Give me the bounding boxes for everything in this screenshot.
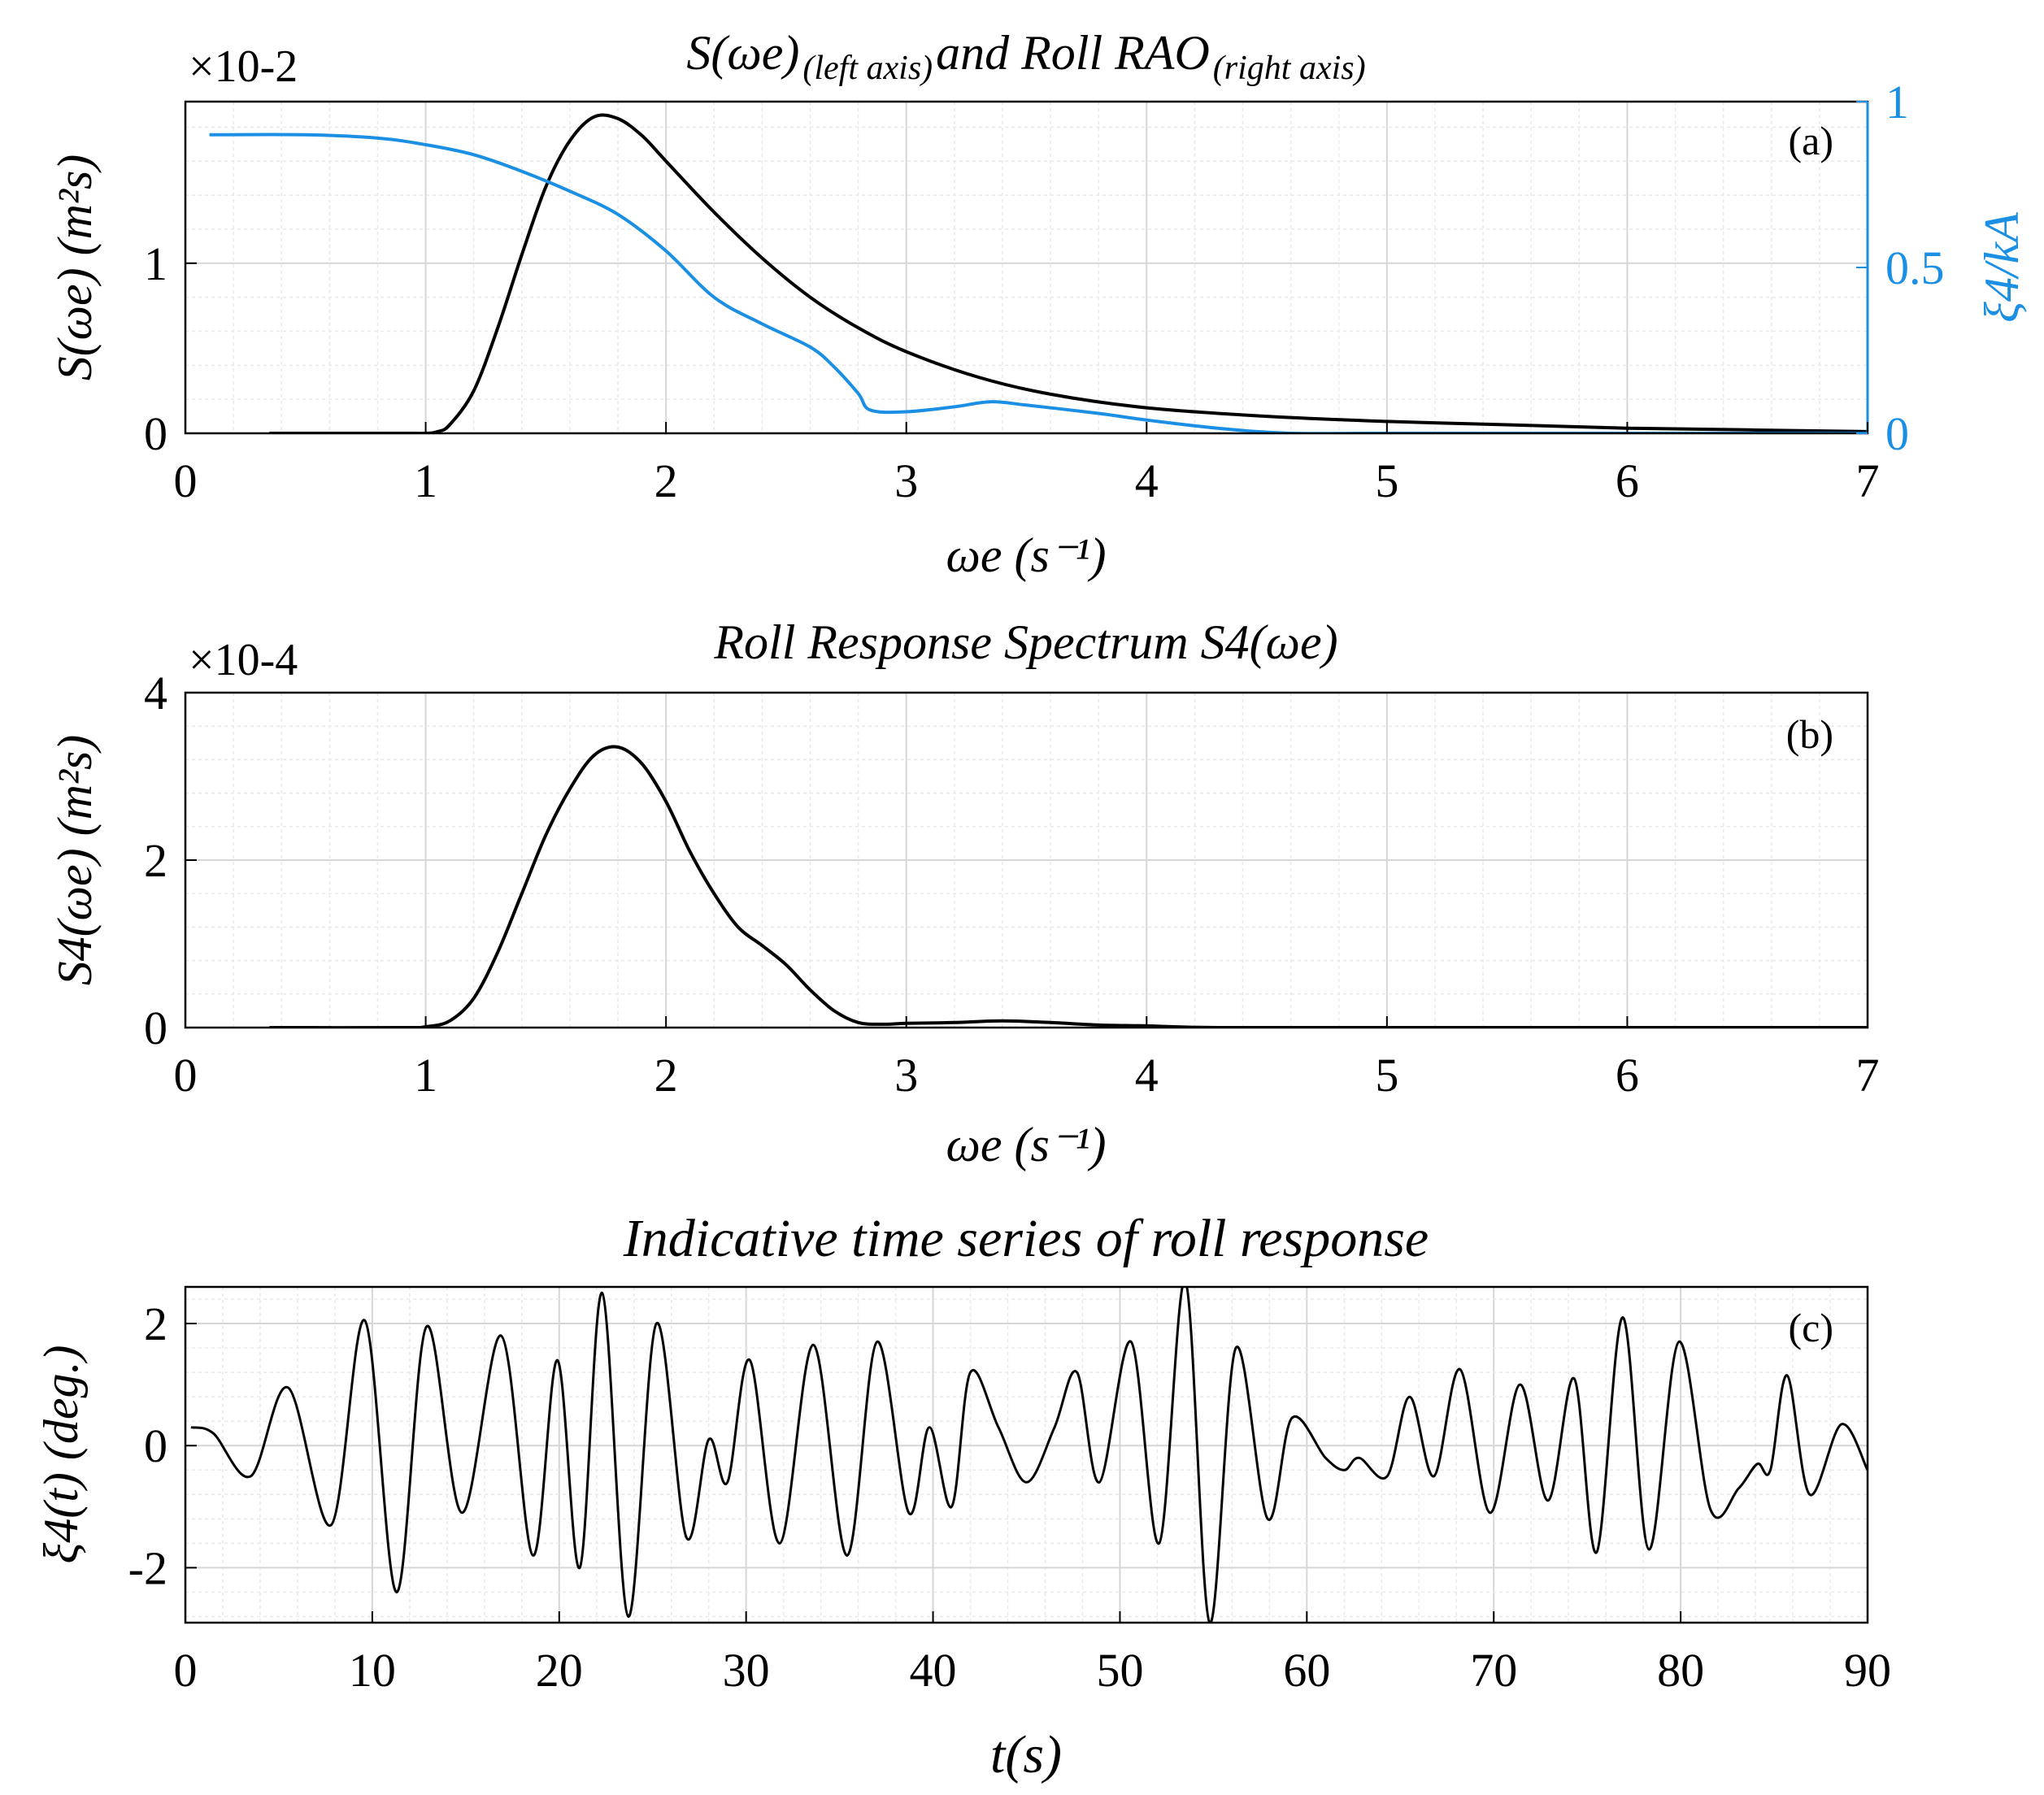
panel-a-ylabel: S(ωe) (m²s)	[48, 154, 102, 381]
panel-b-xtick-label: 2	[655, 1049, 678, 1102]
panel-a-ytick-right-label: 1	[1885, 76, 1909, 128]
panel-a-ytick-label: 1	[144, 237, 167, 290]
panel-c-ytick-label: 2	[144, 1297, 167, 1350]
panel-a-title-mid: and Roll RAO	[936, 26, 1210, 80]
panel-b: 0 1 2 3 4 5 6 7 0 2 4 ×10-4 Roll Response Spectrum…	[48, 615, 1880, 1171]
panel-a-title-sub1: (left axis)	[802, 50, 933, 87]
panel-b-ylabel: S4(ωe) (m²s)	[48, 735, 102, 986]
panel-b-grid	[185, 692, 1868, 1028]
panel-b-ytick-label: 0	[144, 1002, 167, 1054]
panel-c-tag: (c)	[1789, 1305, 1834, 1350]
panel-a-frame	[184, 100, 1869, 435]
panel-c-ticks: 0 10 20 30 40 50 60 70 80 90-202	[128, 1297, 1891, 1697]
panel-b-xtick-label: 7	[1856, 1049, 1880, 1102]
panel-c: 0 10 20 30 40 50 60 70 80 90-202 Indicative time …	[34, 1209, 1891, 1784]
panel-c-frame	[184, 1285, 1869, 1624]
panel-a-xtick-label: 2	[655, 454, 678, 507]
panel-c-xtick-label: 10	[349, 1644, 396, 1697]
panel-a-xtick-label: 1	[414, 454, 437, 507]
panel-a-xtick-label: 4	[1135, 454, 1159, 507]
panel-a-xtick-label: 3	[894, 454, 918, 507]
panel-a-title: S(ωe) (left axis) and Roll RAO (right ax…	[686, 26, 1365, 87]
panel-a-tag: (a)	[1789, 118, 1834, 163]
panel-a-title-sub2: (right axis)	[1213, 50, 1366, 87]
panel-c-xtick-label: 0	[174, 1644, 198, 1697]
panel-c-xtick-label: 50	[1096, 1644, 1143, 1697]
panel-b-ticks: 0 1 2 3 4 5 6 7 0 2 4	[144, 667, 1880, 1102]
panel-b-tag: (b)	[1786, 711, 1833, 757]
panel-b-xtick-label: 6	[1616, 1049, 1639, 1102]
panel-b-xtick-label: 4	[1135, 1049, 1159, 1102]
panel-c-grid	[185, 1287, 1868, 1623]
panel-b-xtick-label: 1	[414, 1049, 437, 1102]
panel-c-ytick-label: -2	[128, 1541, 167, 1594]
panel-b-xtick-label: 0	[174, 1049, 198, 1102]
panel-a-ytick-right-label: 0.5	[1885, 241, 1945, 294]
panel-c-ytick-label: 0	[144, 1419, 167, 1472]
panel-c-ylabel: ξ4(t) (deg.)	[34, 1345, 88, 1564]
panel-a-series-rao-line	[209, 133, 1868, 433]
panel-c-xtick-label: 80	[1657, 1644, 1704, 1697]
panel-a-ytick-label: 0	[144, 407, 167, 460]
panel-a-xtick-label: 7	[1856, 454, 1880, 507]
panel-a-xlabel: ωe (s⁻¹)	[946, 528, 1107, 582]
panel-b-xtick-label: 5	[1375, 1049, 1398, 1102]
panel-a-series-spectrum-line	[269, 113, 1868, 433]
panel-a-ylabel-right: ξ4/kA	[1975, 212, 2029, 323]
panel-a-title-main: S(ωe)	[686, 26, 799, 80]
panel-c-xtick-label: 60	[1283, 1644, 1330, 1697]
panel-b-title: Roll Response Spectrum S4(ωe)	[713, 615, 1337, 669]
panel-b-ytick-label: 4	[144, 667, 167, 719]
panel-a-y-exponent: ×10-2	[189, 41, 298, 92]
panel-b-xtick-label: 3	[894, 1049, 918, 1102]
panel-a-xtick-label: 0	[174, 454, 198, 507]
panel-c-series-timeseries-line	[190, 1287, 1868, 1623]
panel-c-xtick-label: 90	[1844, 1644, 1891, 1697]
panel-a-xtick-label: 5	[1375, 454, 1398, 507]
panel-c-xtick-label: 20	[536, 1644, 583, 1697]
panel-b-ytick-label: 2	[144, 834, 167, 887]
panel-c-xtick-label: 30	[723, 1644, 770, 1697]
panel-a-ytick-right-label: 0	[1885, 407, 1909, 460]
panel-b-xlabel: ωe (s⁻¹)	[946, 1118, 1107, 1171]
panel-b-y-exponent: ×10-4	[189, 635, 298, 685]
panel-a-grid	[185, 102, 1868, 434]
panel-a-xtick-label: 6	[1616, 454, 1639, 507]
panel-c-xtick-label: 40	[910, 1644, 957, 1697]
panel-c-xtick-label: 70	[1470, 1644, 1517, 1697]
panel-c-title: Indicative time series of roll response	[623, 1209, 1429, 1268]
panel-c-xlabel: t(s)	[990, 1725, 1062, 1784]
